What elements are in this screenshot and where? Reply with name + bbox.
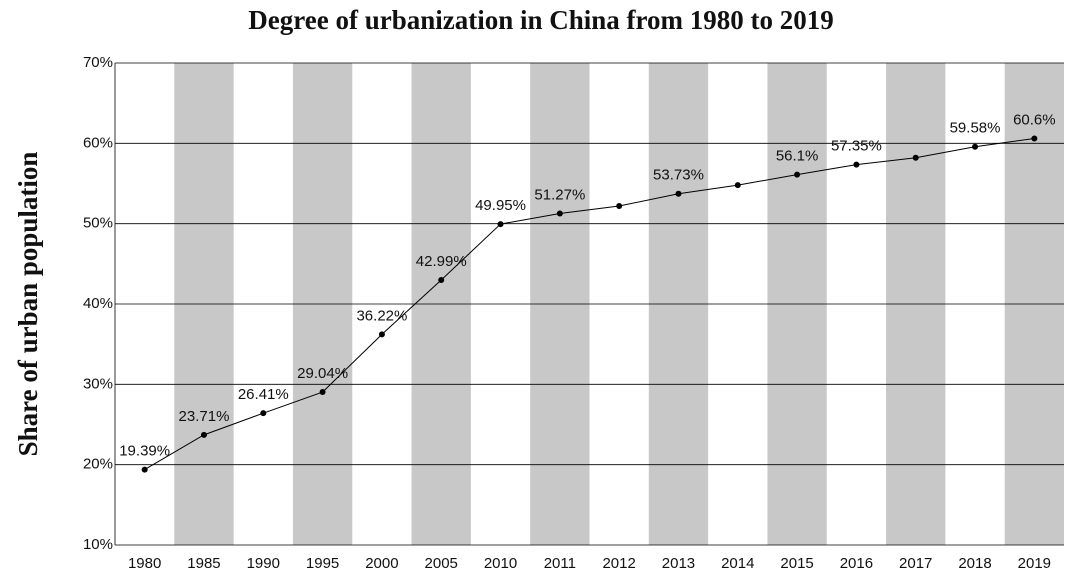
value-label: 49.95%	[475, 197, 526, 214]
line	[144, 138, 1035, 470]
y-tick-label: 50%	[83, 215, 113, 232]
x-tick-label: 1990	[247, 555, 280, 572]
value-label: 51.27%	[534, 186, 585, 203]
point	[438, 276, 445, 283]
point	[734, 182, 741, 189]
x-tick-label: 1985	[187, 555, 220, 572]
point	[319, 389, 326, 396]
value-label: 56.1%	[776, 148, 819, 165]
y-tick-label: 60%	[83, 134, 113, 151]
x-tick-label: 2014	[721, 555, 754, 572]
x-tick-label: 2012	[602, 555, 635, 572]
value-label: 60.6%	[1013, 111, 1056, 128]
point	[912, 154, 919, 161]
value-label: 29.04%	[297, 365, 348, 382]
point	[1031, 135, 1038, 142]
x-tick-label: 2017	[899, 555, 932, 572]
point	[497, 221, 504, 228]
value-label: 42.99%	[416, 253, 467, 270]
point	[675, 190, 682, 197]
x-tick-label: 2015	[780, 555, 813, 572]
point	[141, 466, 148, 473]
x-tick-label: 1980	[128, 555, 161, 572]
y-tick-label: 70%	[83, 54, 113, 71]
point	[972, 143, 979, 150]
x-tick-label: 2010	[484, 555, 517, 572]
value-label: 23.71%	[179, 408, 230, 425]
x-tick-label: 2005	[425, 555, 458, 572]
point	[556, 210, 563, 217]
value-label: 59.58%	[950, 120, 1001, 137]
point	[260, 410, 267, 417]
y-tick-label: 10%	[83, 536, 113, 553]
x-tick-label: 2018	[958, 555, 991, 572]
y-tick-label: 20%	[83, 456, 113, 473]
value-label: 53.73%	[653, 167, 704, 184]
y-axis-label: Share of urban population	[13, 152, 43, 457]
x-tick-label: 2019	[1018, 555, 1051, 572]
x-tick-label: 2016	[840, 555, 873, 572]
value-label: 57.35%	[831, 138, 882, 155]
value-label: 36.22%	[356, 307, 407, 324]
x-tick-label: 1995	[306, 555, 339, 572]
y-tick-label: 40%	[83, 295, 113, 312]
point	[853, 161, 860, 168]
point	[794, 171, 801, 178]
x-tick-label: 2000	[365, 555, 398, 572]
value-label: 26.41%	[238, 386, 289, 403]
chart-title: Degree of urbanization in China from 198…	[248, 5, 833, 35]
value-label: 19.39%	[119, 443, 170, 460]
point	[378, 331, 385, 338]
point	[200, 431, 207, 438]
y-tick-label: 30%	[83, 375, 113, 392]
x-tick-label: 2011	[544, 555, 576, 572]
x-tick-label: 2013	[662, 555, 695, 572]
point	[616, 202, 623, 209]
